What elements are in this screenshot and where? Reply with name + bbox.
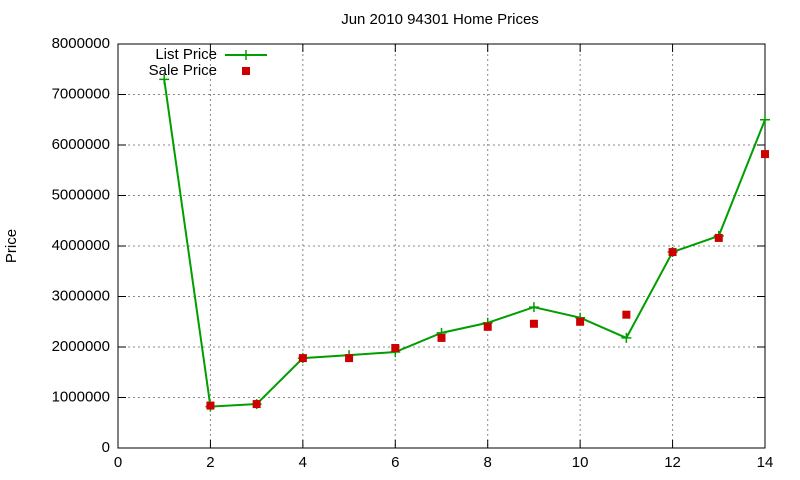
y-tick-label: 0 xyxy=(102,439,110,456)
x-tick-label: 2 xyxy=(206,454,214,471)
y-tick-label: 8000000 xyxy=(52,35,110,52)
x-tick-label: 0 xyxy=(114,454,122,471)
series-line xyxy=(163,79,766,408)
y-tick-label: 7000000 xyxy=(52,85,110,102)
x-tick-label: 4 xyxy=(299,454,307,471)
y-tick-label: 6000000 xyxy=(52,136,110,153)
point-marker xyxy=(345,354,354,363)
chart-title: Jun 2010 94301 Home Prices xyxy=(341,11,539,28)
point-marker xyxy=(576,317,585,326)
plot-frame xyxy=(117,43,766,449)
point-marker xyxy=(528,302,539,313)
point-marker xyxy=(668,248,677,257)
x-tick-label: 6 xyxy=(391,454,399,471)
point-marker xyxy=(391,344,400,353)
point-marker xyxy=(714,233,723,242)
point-marker xyxy=(483,322,492,331)
point-marker xyxy=(621,332,632,343)
point-marker xyxy=(298,354,307,363)
legend-label: Sale Price xyxy=(149,62,217,79)
point-marker xyxy=(437,333,446,342)
y-tick-label: 4000000 xyxy=(52,237,110,254)
x-tick-label: 14 xyxy=(757,454,774,471)
legend-marker xyxy=(242,67,250,75)
x-tick-label: 12 xyxy=(664,454,681,471)
point-marker xyxy=(760,114,770,125)
y-axis-label: Price xyxy=(3,229,20,263)
y-tick-label: 2000000 xyxy=(52,338,110,355)
point-marker xyxy=(622,310,631,319)
point-marker xyxy=(252,400,261,409)
point-marker xyxy=(159,74,170,85)
point-marker xyxy=(761,150,769,159)
point-marker xyxy=(206,401,215,410)
y-tick-label: 3000000 xyxy=(52,287,110,304)
y-tick-label: 1000000 xyxy=(52,388,110,405)
y-tick-label: 5000000 xyxy=(52,186,110,203)
point-marker xyxy=(529,319,538,328)
legend-label: List Price xyxy=(155,46,217,63)
x-tick-label: 8 xyxy=(484,454,492,471)
x-tick-label: 10 xyxy=(572,454,589,471)
legend-marker xyxy=(241,50,251,60)
